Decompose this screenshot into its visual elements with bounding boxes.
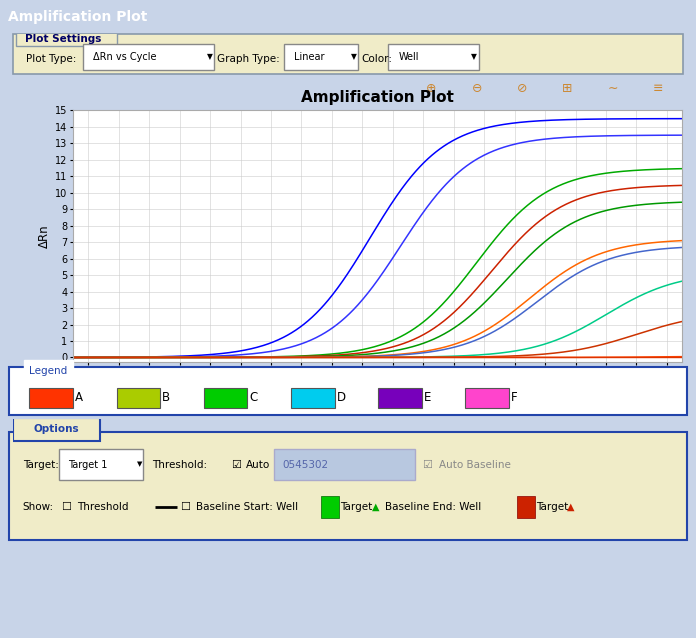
Text: Plot Type:: Plot Type: (26, 54, 77, 64)
Text: ☐: ☐ (180, 502, 190, 512)
Text: Linear: Linear (294, 52, 325, 62)
Text: D: D (337, 391, 346, 404)
Text: F: F (511, 391, 518, 404)
Text: ∼: ∼ (607, 82, 618, 94)
Text: Show:: Show: (22, 502, 54, 512)
Text: Options: Options (33, 424, 79, 434)
FancyBboxPatch shape (517, 496, 535, 518)
FancyBboxPatch shape (321, 496, 339, 518)
FancyBboxPatch shape (274, 449, 415, 480)
FancyBboxPatch shape (29, 387, 73, 408)
Text: Auto: Auto (246, 459, 270, 470)
FancyBboxPatch shape (13, 418, 100, 441)
Text: ▼: ▼ (470, 52, 477, 61)
Text: Color:: Color: (361, 54, 393, 64)
Text: Baseline End: Well: Baseline End: Well (385, 502, 481, 512)
Text: ☐: ☐ (61, 502, 71, 512)
X-axis label: Cycle: Cycle (361, 382, 394, 395)
Text: Target: Target (536, 502, 568, 512)
Text: ▼: ▼ (351, 52, 356, 61)
Text: ≡: ≡ (652, 82, 663, 94)
Text: E: E (424, 391, 432, 404)
FancyBboxPatch shape (83, 45, 214, 70)
Text: Target: Target (340, 502, 372, 512)
Text: ▲: ▲ (567, 502, 575, 512)
FancyBboxPatch shape (378, 387, 422, 408)
Text: ▲: ▲ (372, 502, 379, 512)
Text: Baseline Start: Well: Baseline Start: Well (196, 502, 299, 512)
Text: ΔRn vs Cycle: ΔRn vs Cycle (93, 52, 157, 62)
Text: Well: Well (398, 52, 419, 62)
FancyBboxPatch shape (466, 387, 509, 408)
Text: ⊕: ⊕ (426, 82, 437, 94)
Text: Target:: Target: (22, 459, 58, 470)
Text: Auto Baseline: Auto Baseline (438, 459, 510, 470)
Text: Target 1: Target 1 (68, 459, 107, 470)
Text: Amplification Plot: Amplification Plot (8, 10, 148, 24)
Text: Legend: Legend (29, 366, 68, 376)
Text: ⊖: ⊖ (471, 82, 482, 94)
FancyBboxPatch shape (59, 449, 143, 480)
Text: Threshold: Threshold (77, 502, 129, 512)
FancyBboxPatch shape (116, 387, 160, 408)
Text: ⊘: ⊘ (516, 82, 528, 94)
Text: A: A (75, 391, 83, 404)
Text: ▼: ▼ (137, 461, 143, 468)
Text: ☑: ☑ (422, 459, 432, 470)
FancyBboxPatch shape (291, 387, 335, 408)
FancyBboxPatch shape (16, 31, 116, 46)
FancyBboxPatch shape (13, 34, 683, 74)
Text: ▼: ▼ (207, 52, 213, 61)
Text: ☑: ☑ (230, 459, 241, 470)
Title: Amplification Plot: Amplification Plot (301, 90, 454, 105)
Text: 0545302: 0545302 (283, 459, 329, 470)
Y-axis label: ΔRn: ΔRn (38, 225, 51, 248)
Text: B: B (162, 391, 171, 404)
Text: Threshold:: Threshold: (152, 459, 207, 470)
Text: C: C (249, 391, 258, 404)
Text: ⊞: ⊞ (562, 82, 573, 94)
FancyBboxPatch shape (284, 45, 358, 70)
FancyBboxPatch shape (9, 433, 687, 540)
FancyBboxPatch shape (204, 387, 247, 408)
FancyBboxPatch shape (9, 367, 687, 415)
Text: Plot Settings: Plot Settings (24, 34, 101, 44)
Text: Graph Type:: Graph Type: (217, 54, 280, 64)
FancyBboxPatch shape (388, 45, 479, 70)
